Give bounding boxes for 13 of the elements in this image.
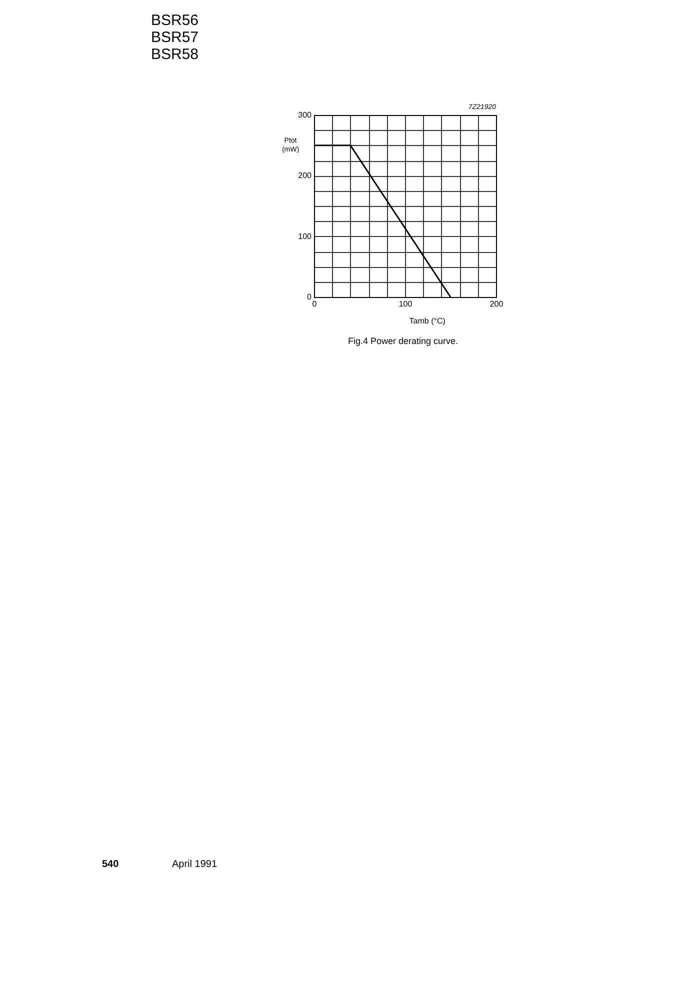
y-tick-label: 100 xyxy=(298,232,312,241)
x-tick-label: 100 xyxy=(398,300,413,308)
y-tick-label: 300 xyxy=(298,110,312,120)
text: BSR56 xyxy=(151,12,199,29)
text: April 1991 xyxy=(172,859,218,870)
x-tick-label: 200 xyxy=(490,300,504,308)
x-axis-title: Tamb (°C) xyxy=(409,316,446,326)
text: BSR57 xyxy=(151,29,199,46)
text: Fig.4 Power derating curve. xyxy=(348,336,458,346)
text: 540 xyxy=(102,859,120,870)
y-tick-label: 0 xyxy=(307,292,312,302)
y-tick-label: 200 xyxy=(298,171,312,180)
text: BSR58 xyxy=(151,46,199,63)
